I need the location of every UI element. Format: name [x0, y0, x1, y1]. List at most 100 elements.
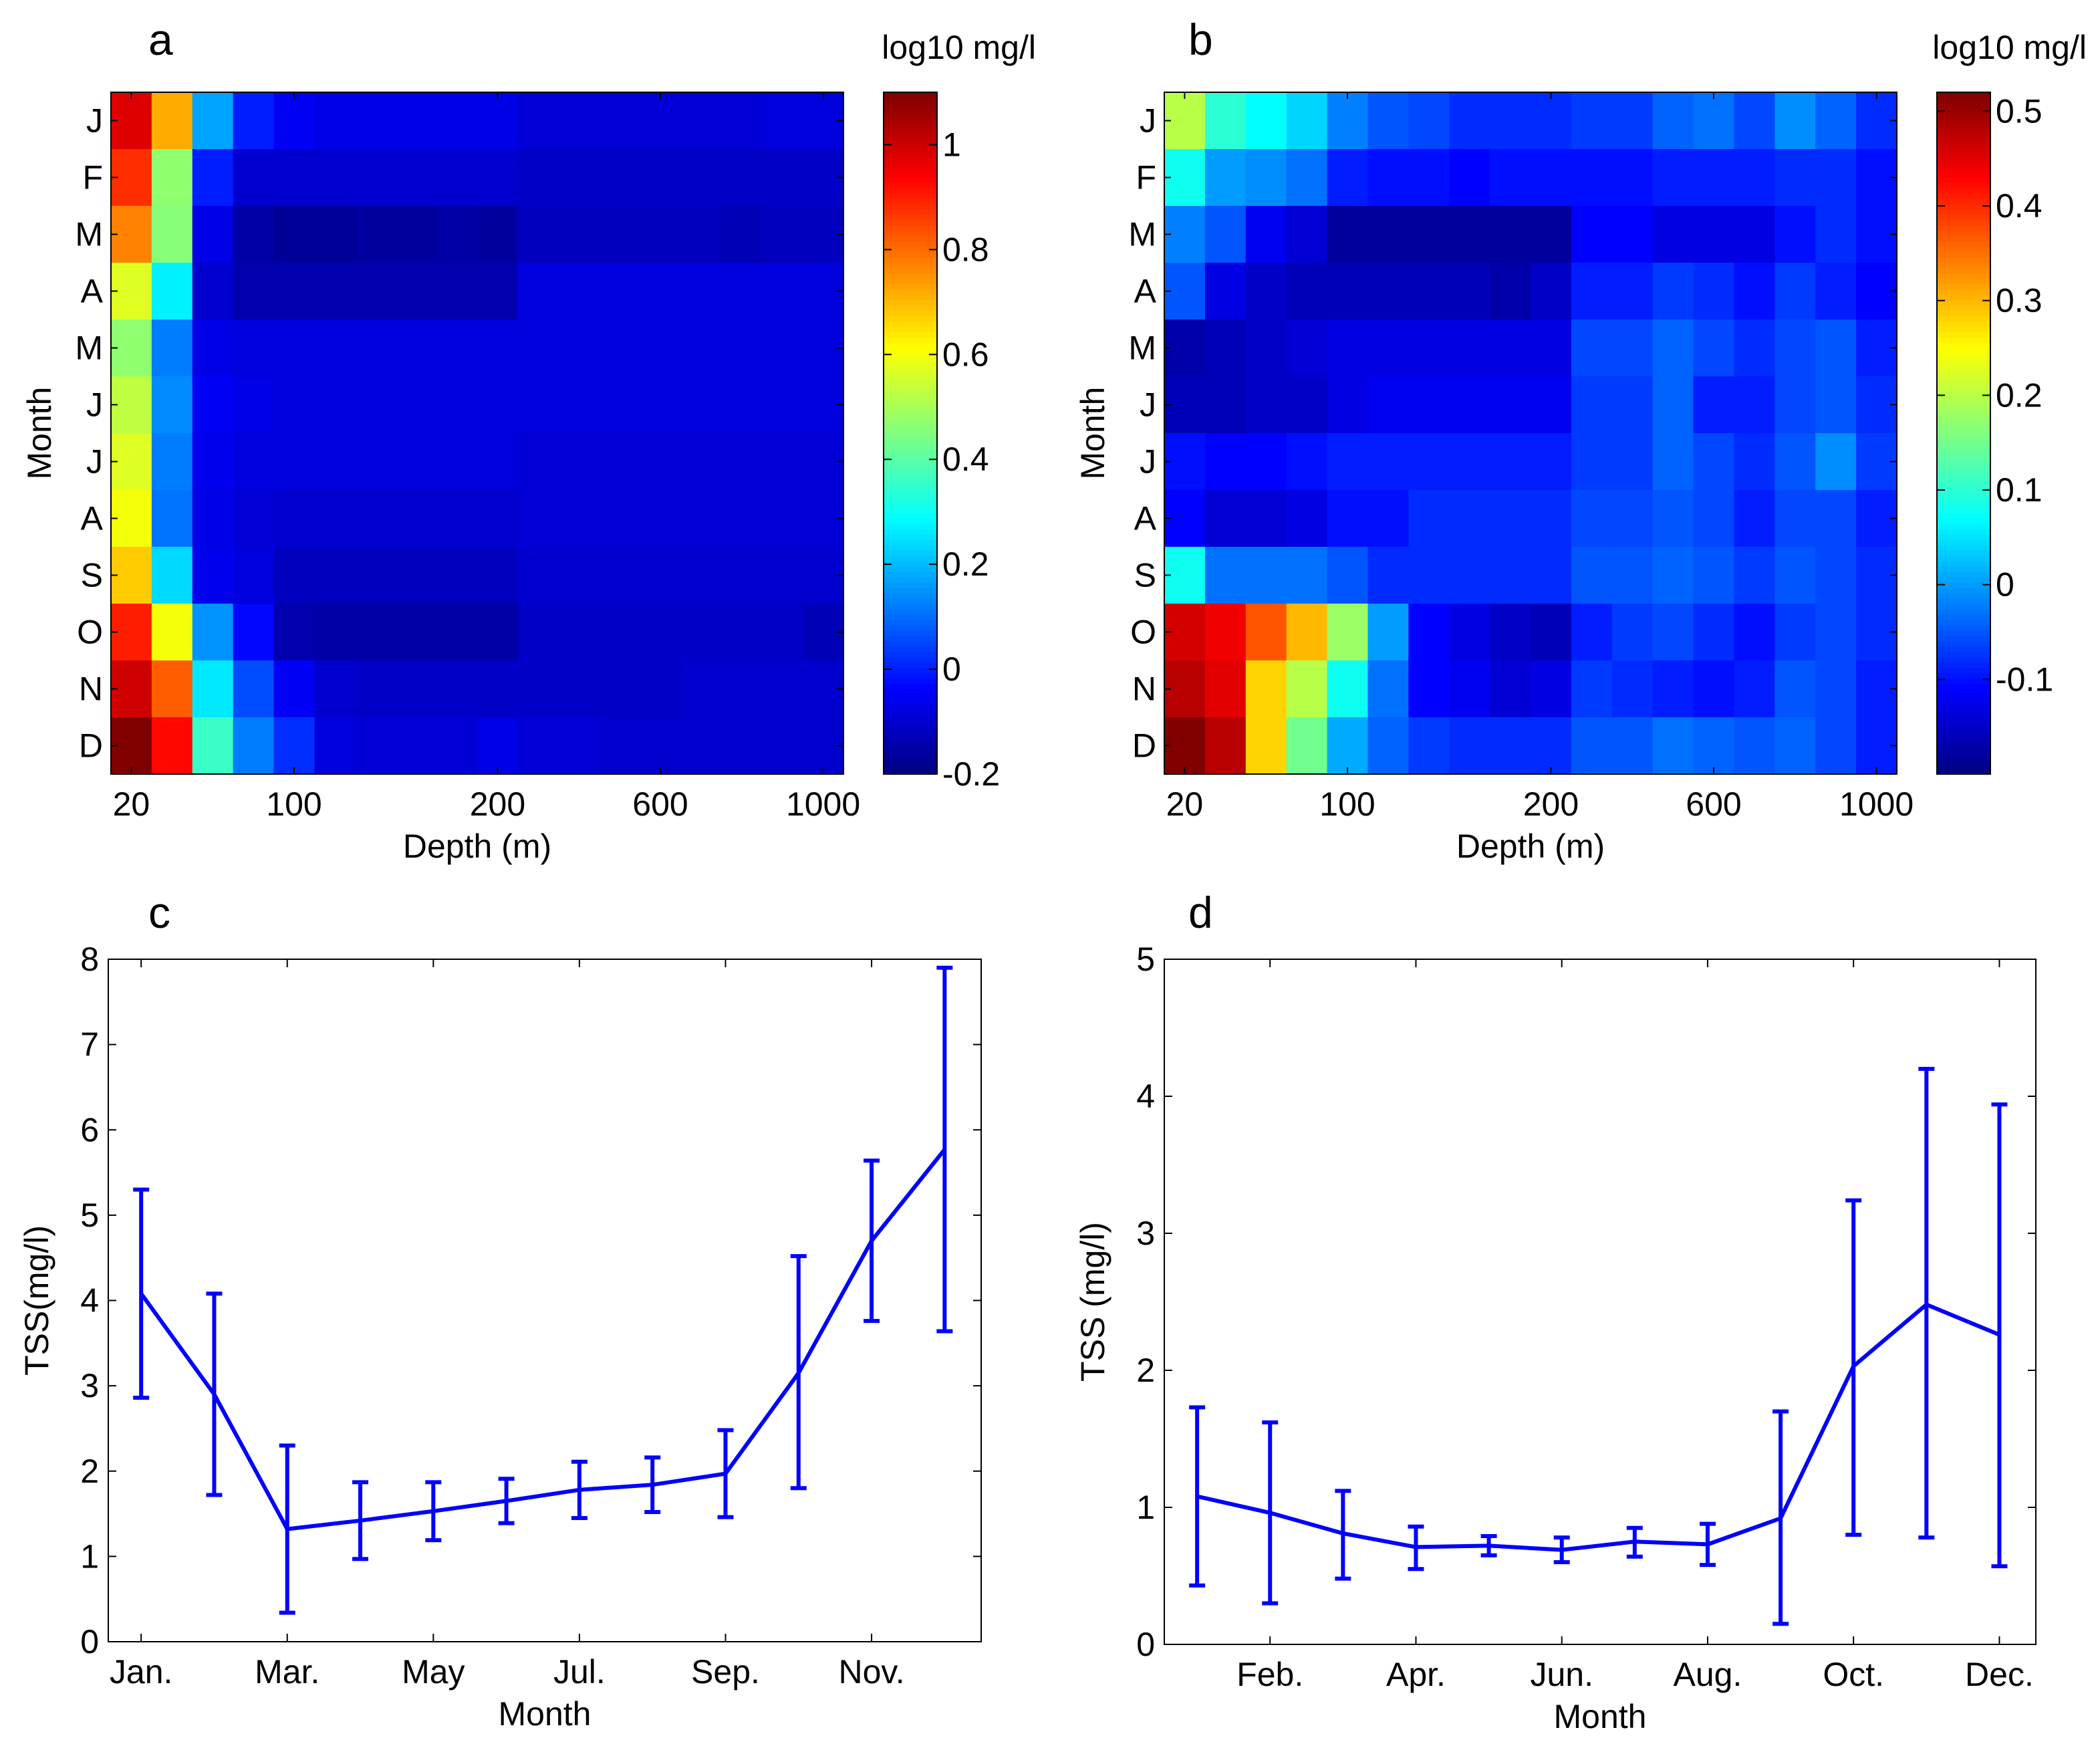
- colorbar-segment: [1937, 545, 1990, 551]
- heatmap-cell: [1531, 149, 1572, 207]
- heatmap-cell: [1449, 490, 1490, 547]
- colorbar-segment: [1937, 689, 1990, 695]
- series-line: [139, 1148, 946, 1531]
- colorbar-segment: [884, 278, 937, 285]
- heatmap-cell: [1693, 547, 1735, 604]
- y-tick-label: 4: [1136, 1078, 1155, 1115]
- heatmap-cell: [1611, 206, 1654, 263]
- panel-letter: c: [148, 888, 170, 937]
- heatmap-cell: [1327, 547, 1369, 604]
- heatmap-cell: [436, 604, 478, 661]
- colorbar-segment: [884, 614, 937, 620]
- colorbar-segment: [884, 550, 937, 557]
- heatmap-cell: [1286, 490, 1328, 547]
- colorbar-segment: [1937, 672, 1990, 679]
- y-tick-label: J: [1140, 443, 1156, 481]
- heatmap-cell: [1204, 149, 1246, 207]
- heatmap-cell: [151, 547, 193, 604]
- heatmap-cell: [1449, 433, 1490, 491]
- colorbar-segment: [1937, 443, 1990, 450]
- heatmap-cell: [762, 320, 803, 377]
- colorbar-segment: [1937, 747, 1990, 753]
- colorbar-segment: [884, 263, 937, 269]
- heatmap-cell: [1286, 717, 1328, 775]
- y-tick-label: 8: [80, 941, 99, 978]
- colorbar-segment: [1937, 604, 1990, 610]
- heatmap-cell: [1164, 376, 1206, 434]
- heatmap-cell: [396, 263, 437, 320]
- colorbar-segment: [884, 619, 937, 626]
- colorbar-segment: [884, 438, 937, 445]
- heatmap-cell: [1571, 717, 1613, 775]
- heatmap-cell: [233, 490, 275, 547]
- heatmap-cell: [192, 717, 234, 775]
- heatmap-cell: [477, 433, 519, 491]
- heatmap-cell: [1571, 490, 1613, 547]
- heatmap-cell: [1815, 263, 1857, 320]
- heatmap-cell: [640, 433, 682, 491]
- heatmap-cell: [558, 433, 600, 491]
- colorbar-segment: [1937, 582, 1990, 588]
- heatmap-cell: [477, 547, 519, 604]
- heatmap-cell: [1286, 149, 1328, 207]
- heatmap-cell: [1245, 604, 1287, 661]
- heatmap-cell: [1490, 490, 1531, 547]
- colorbar-segment: [884, 182, 937, 189]
- heatmap-cell: [640, 263, 682, 320]
- heatmap-cell: [517, 263, 559, 320]
- heatmap-cell: [558, 206, 600, 263]
- colorbar-segment: [1937, 161, 1990, 168]
- heatmap-cell: [599, 717, 641, 775]
- colorbar-segment: [1937, 150, 1990, 157]
- heatmap-cell: [1245, 547, 1287, 604]
- x-tick-label: Jul.: [553, 1653, 606, 1691]
- colorbar-segment: [884, 604, 937, 610]
- colorbar-segment: [1937, 662, 1990, 668]
- colorbar-tick-label: -0.1: [1996, 660, 2053, 698]
- heatmap-cell: [1286, 660, 1328, 718]
- x-axis-label: Depth (m): [403, 828, 551, 865]
- heatmap-cell: [1775, 320, 1817, 377]
- heatmap-cell: [1367, 547, 1410, 604]
- heatmap-cell: [436, 206, 478, 263]
- colorbar-segment: [884, 342, 937, 349]
- heatmap-cell: [1734, 320, 1776, 377]
- heatmap-cell: [680, 490, 723, 547]
- heatmap-cell: [1408, 433, 1450, 491]
- heatmap-cell: [1775, 433, 1817, 491]
- heatmap-cell: [1367, 660, 1410, 718]
- colorbar-tick-label: 0: [1996, 566, 2014, 604]
- heatmap-cell: [396, 206, 437, 263]
- heatmap-cell: [314, 547, 356, 604]
- x-tick-label: Mar.: [255, 1653, 319, 1691]
- heatmap-cell: [762, 604, 803, 661]
- heatmap-cell: [396, 320, 437, 377]
- heatmap-cell: [151, 604, 193, 661]
- colorbar-segment: [884, 273, 937, 279]
- heatmap-cell: [1815, 206, 1857, 263]
- heatmap-cell: [111, 376, 152, 434]
- heatmap-cell: [517, 547, 559, 604]
- heatmap-cell: [1775, 660, 1817, 718]
- colorbar-segment: [884, 630, 937, 636]
- heatmap-cell: [396, 433, 437, 491]
- heatmap-cell: [721, 263, 763, 320]
- colorbar-segment: [884, 283, 937, 290]
- heatmap-cell: [477, 490, 519, 547]
- colorbar-segment: [884, 726, 937, 733]
- heatmap-cell: [1408, 717, 1450, 775]
- heatmap-cell: [680, 206, 723, 263]
- colorbar-segment: [884, 662, 937, 668]
- colorbar-segment: [1937, 385, 1990, 392]
- colorbar-segment: [884, 396, 937, 402]
- heatmap-cell: [1693, 149, 1735, 207]
- x-axis-label: Month: [499, 1695, 592, 1733]
- colorbar-segment: [1937, 608, 1990, 615]
- x-tick-label: 20: [113, 785, 150, 823]
- heatmap-cell: [1245, 490, 1287, 547]
- colorbar-segment: [884, 555, 937, 562]
- colorbar-segment: [1937, 263, 1990, 269]
- x-tick-label: May: [402, 1653, 465, 1691]
- panel-letter: d: [1188, 888, 1213, 937]
- heatmap-cell: [1245, 376, 1287, 434]
